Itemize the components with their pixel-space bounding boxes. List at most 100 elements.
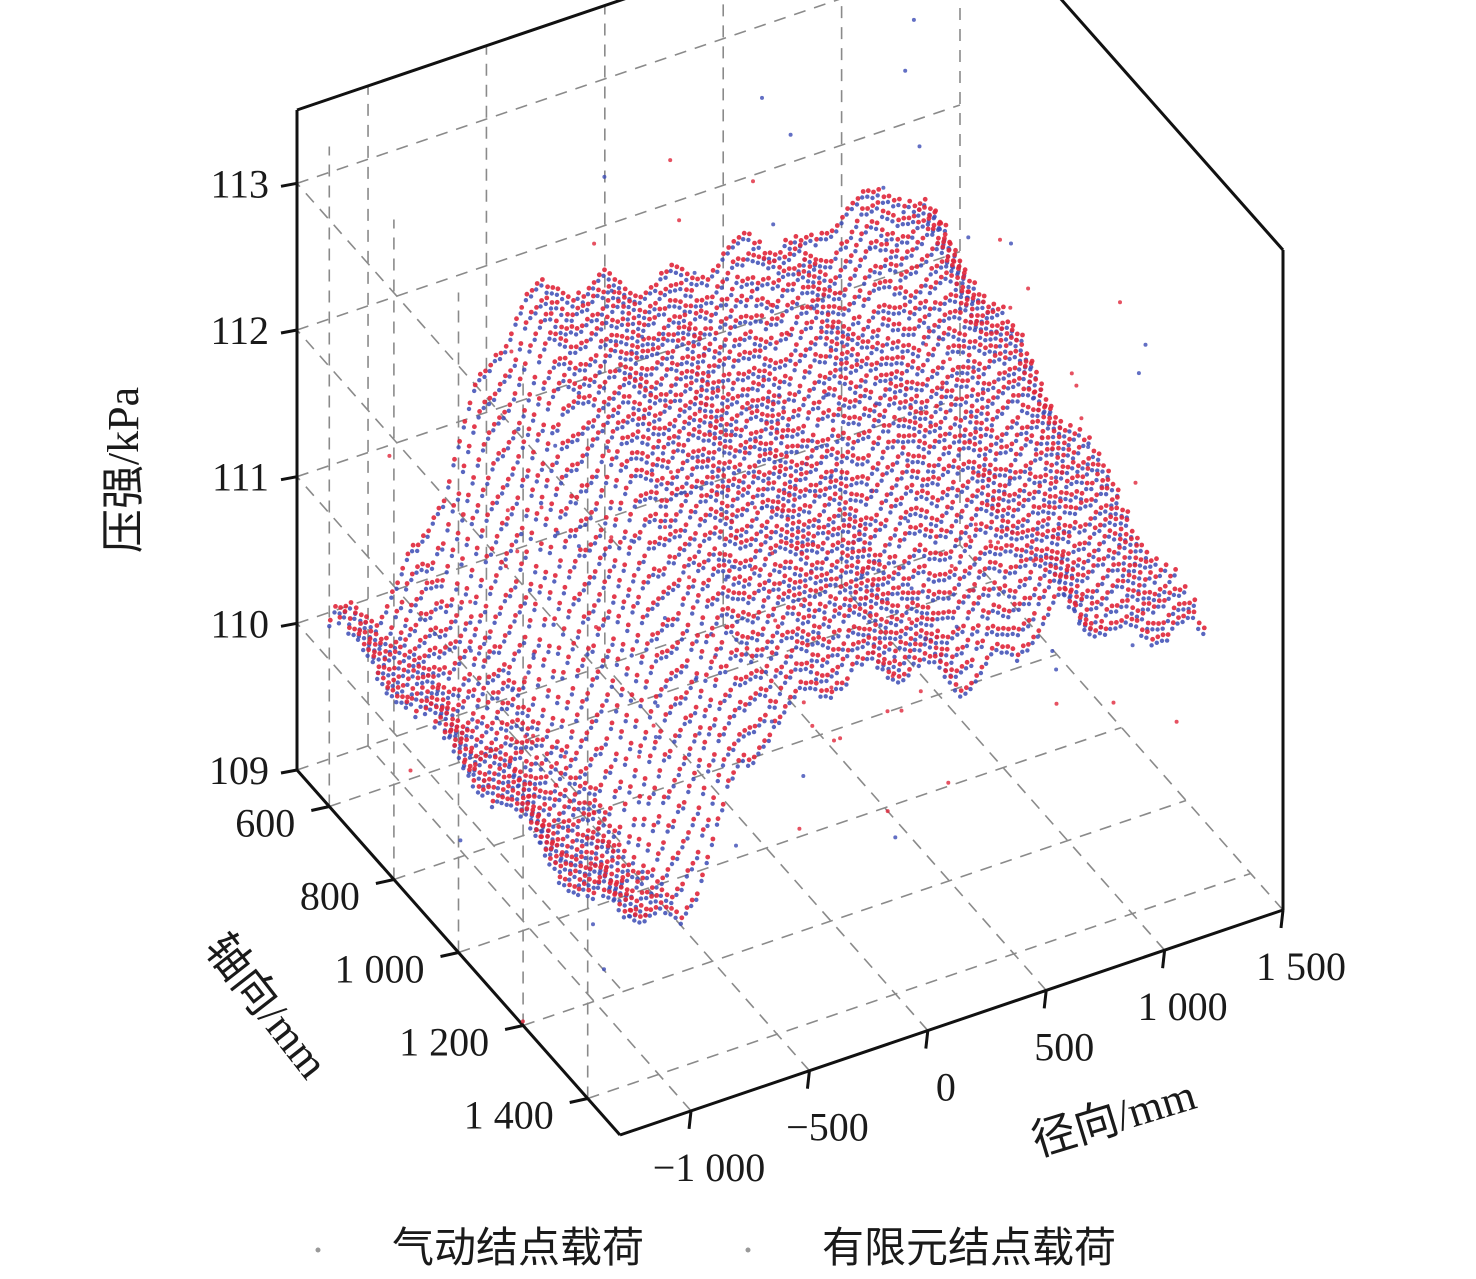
data-point-fem bbox=[883, 387, 888, 392]
data-point-fem bbox=[645, 454, 650, 459]
data-point-fem bbox=[1039, 387, 1044, 392]
data-point-fem bbox=[672, 434, 677, 439]
data-point-aero bbox=[488, 369, 492, 373]
data-point-aero bbox=[874, 347, 878, 351]
data-point-fem bbox=[523, 773, 528, 778]
data-point-fem bbox=[1079, 500, 1084, 505]
data-point-aero bbox=[514, 807, 518, 811]
data-point-fem bbox=[713, 425, 718, 430]
data-point-fem bbox=[646, 607, 651, 612]
data-point-fem bbox=[724, 516, 729, 521]
data-point-fem bbox=[925, 491, 930, 496]
data-point-fem bbox=[892, 305, 897, 310]
data-point-fem bbox=[816, 297, 821, 302]
data-point-fem bbox=[1027, 380, 1032, 385]
data-point-aero bbox=[412, 653, 416, 657]
data-point-fem bbox=[571, 298, 576, 303]
data-point-fem bbox=[473, 627, 478, 632]
data-point-aero bbox=[476, 682, 480, 686]
data-point-aero bbox=[758, 447, 762, 451]
data-point-fem bbox=[546, 828, 551, 833]
data-point-fem bbox=[720, 408, 725, 413]
data-point-aero bbox=[605, 304, 609, 308]
data-point-fem bbox=[904, 269, 909, 274]
data-point-aero bbox=[941, 473, 945, 477]
data-point-fem bbox=[587, 394, 592, 399]
data-point-fem bbox=[773, 361, 778, 366]
data-point-fem bbox=[730, 287, 735, 292]
data-point-fem bbox=[679, 281, 684, 286]
data-point-fem bbox=[810, 320, 815, 325]
data-point-aero bbox=[945, 351, 949, 355]
data-point-aero bbox=[466, 774, 470, 778]
data-point-aero bbox=[623, 763, 627, 767]
data-point-aero bbox=[771, 265, 775, 269]
data-point-aero bbox=[979, 412, 983, 416]
data-point-aero bbox=[629, 357, 633, 361]
data-point-aero bbox=[885, 471, 889, 475]
data-point-fem bbox=[797, 519, 802, 524]
data-point-fem bbox=[998, 351, 1003, 356]
data-point-aero bbox=[700, 622, 704, 626]
data-point-aero bbox=[918, 290, 922, 294]
data-point-fem bbox=[625, 459, 630, 464]
data-point-aero bbox=[369, 625, 373, 629]
data-point-fem bbox=[509, 588, 514, 593]
data-point-aero bbox=[461, 766, 465, 770]
data-point-fem bbox=[706, 277, 711, 282]
data-point-fem bbox=[923, 428, 928, 433]
data-point-fem bbox=[442, 665, 447, 670]
data-point-aero bbox=[853, 249, 857, 253]
data-point-aero bbox=[1004, 337, 1008, 341]
data-point-aero bbox=[598, 752, 602, 756]
data-point-fem bbox=[825, 550, 830, 555]
data-point-aero bbox=[698, 500, 702, 504]
data-point-aero bbox=[608, 771, 612, 775]
data-point-fem bbox=[479, 578, 484, 583]
data-point-fem bbox=[1011, 393, 1016, 398]
data-point-fem bbox=[1002, 492, 1007, 497]
data-point-aero bbox=[639, 372, 643, 376]
data-point-aero bbox=[725, 494, 729, 498]
data-point-aero bbox=[500, 491, 504, 495]
data-point-aero bbox=[543, 318, 547, 322]
data-point-fem bbox=[700, 480, 705, 485]
data-point-aero bbox=[551, 825, 555, 829]
tick-mark bbox=[807, 1071, 809, 1089]
data-point-aero bbox=[1004, 450, 1008, 454]
data-point-aero bbox=[829, 235, 833, 239]
data-point-fem bbox=[915, 240, 920, 245]
data-point-aero bbox=[889, 255, 893, 259]
data-point-fem bbox=[746, 251, 751, 256]
data-point-aero bbox=[730, 504, 734, 508]
data-point-fem bbox=[836, 434, 841, 439]
data-point-fem bbox=[673, 418, 678, 423]
data-point-aero bbox=[584, 737, 588, 741]
data-point-fem bbox=[722, 563, 727, 568]
data-point-aero bbox=[1018, 452, 1022, 456]
data-point-aero bbox=[463, 753, 467, 757]
data-point-aero bbox=[883, 264, 887, 268]
data-point-fem bbox=[921, 363, 926, 368]
data-point-fem bbox=[1081, 460, 1086, 465]
data-point-fem bbox=[816, 544, 821, 549]
data-point-fem bbox=[1063, 428, 1068, 433]
data-point-fem bbox=[990, 428, 995, 433]
data-point-aero bbox=[655, 352, 659, 356]
data-point-fem bbox=[865, 476, 870, 481]
data-point-aero bbox=[701, 359, 705, 363]
data-point-aero bbox=[580, 432, 584, 436]
data-point-aero bbox=[747, 451, 751, 455]
data-point-fem bbox=[994, 344, 999, 349]
data-point-aero bbox=[985, 499, 989, 503]
data-point-aero bbox=[795, 302, 799, 306]
data-point-fem bbox=[780, 508, 785, 513]
data-point-aero bbox=[578, 368, 582, 372]
data-point-fem bbox=[511, 780, 516, 785]
data-point-aero bbox=[430, 567, 434, 571]
data-point-aero bbox=[1015, 399, 1019, 403]
data-point-aero bbox=[852, 404, 856, 408]
data-point-fem bbox=[805, 542, 810, 547]
data-point-fem bbox=[814, 575, 819, 580]
data-point-fem bbox=[659, 498, 664, 503]
